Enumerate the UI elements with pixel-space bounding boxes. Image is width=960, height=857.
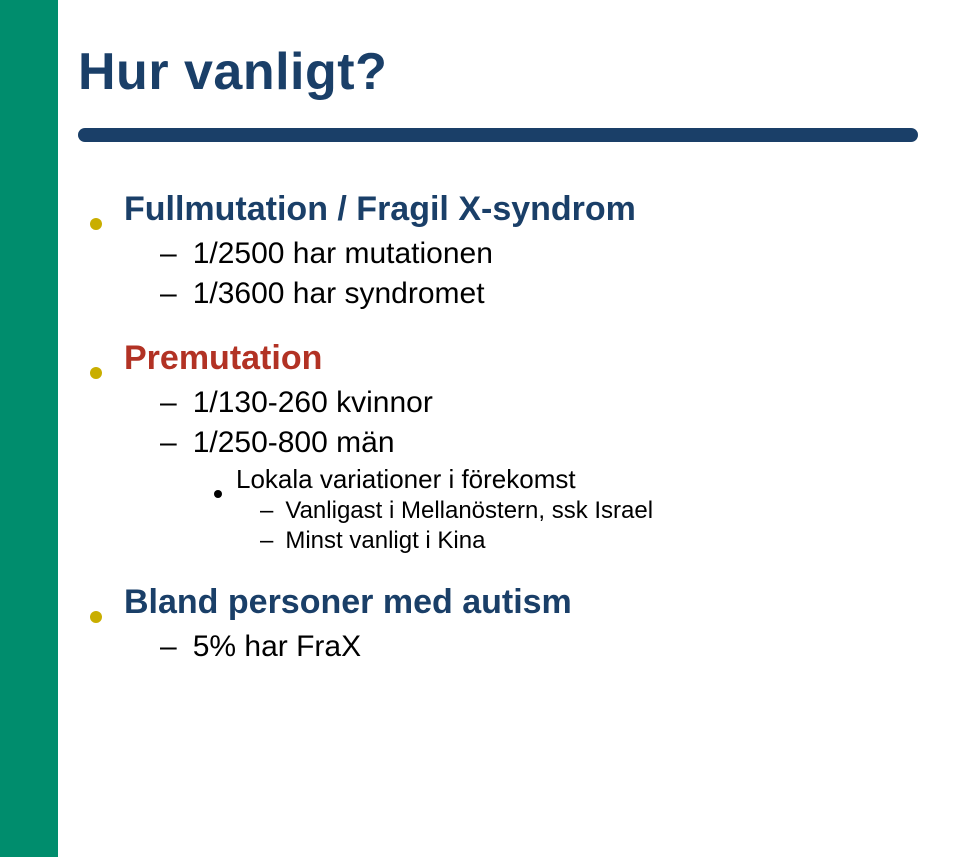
sub3-label: Minst vanligt i Kina bbox=[285, 527, 485, 555]
sub3-item: –Minst vanligt i Kina bbox=[260, 527, 910, 555]
dash-icon: – bbox=[160, 426, 177, 460]
dot-icon bbox=[214, 490, 222, 498]
dash-icon: – bbox=[160, 630, 177, 664]
sub-row: –1/3600 har syndromet bbox=[160, 277, 910, 311]
sub3-label: Vanligast i Mellanöstern, ssk Israel bbox=[285, 497, 653, 525]
sub-label: 1/2500 har mutationen bbox=[193, 237, 493, 271]
sub2-item: Lokala variationer i förekomst–Vanligast… bbox=[214, 464, 910, 555]
sub3-list: –Vanligast i Mellanöstern, ssk Israel–Mi… bbox=[214, 497, 910, 555]
sub-item: –5% har FraX bbox=[160, 630, 910, 664]
bullet-label: Fullmutation / Fragil X-syndrom bbox=[124, 190, 636, 229]
sub2-list: Lokala variationer i förekomst–Vanligast… bbox=[160, 464, 910, 555]
sub2-label: Lokala variationer i förekomst bbox=[236, 464, 576, 495]
bullet-dot-icon bbox=[90, 611, 102, 623]
dash-icon: – bbox=[160, 277, 177, 311]
dash-icon: – bbox=[260, 497, 273, 525]
bullet-list: Fullmutation / Fragil X-syndrom–1/2500 h… bbox=[90, 190, 910, 664]
title-underline bbox=[78, 116, 918, 156]
sub-list: –1/2500 har mutationen–1/3600 har syndro… bbox=[90, 237, 910, 311]
bullet-label: Premutation bbox=[124, 339, 322, 378]
slide: Hur vanligt? Fullmutation / Fragil X-syn… bbox=[0, 0, 960, 857]
slide-content: Fullmutation / Fragil X-syndrom–1/2500 h… bbox=[90, 190, 910, 692]
sub2-row: Lokala variationer i förekomst bbox=[214, 464, 910, 495]
dash-icon: – bbox=[260, 527, 273, 555]
sub3-item: –Vanligast i Mellanöstern, ssk Israel bbox=[260, 497, 910, 525]
sub-row: –1/250-800 män bbox=[160, 426, 910, 460]
bullet-label: Bland personer med autism bbox=[124, 583, 572, 622]
sub-item: –1/3600 har syndromet bbox=[160, 277, 910, 311]
slide-title: Hur vanligt? bbox=[78, 42, 387, 102]
sub-item: –1/2500 har mutationen bbox=[160, 237, 910, 271]
side-accent-bar bbox=[0, 0, 58, 857]
sub-item: –1/250-800 mänLokala variationer i förek… bbox=[160, 426, 910, 555]
bullet-dot-icon bbox=[90, 367, 102, 379]
sub-row: –1/130-260 kvinnor bbox=[160, 386, 910, 420]
sub-list: –5% har FraX bbox=[90, 630, 910, 664]
sub-label: 5% har FraX bbox=[193, 630, 361, 664]
dash-icon: – bbox=[160, 386, 177, 420]
sub-row: –1/2500 har mutationen bbox=[160, 237, 910, 271]
bullet-dot-icon bbox=[90, 218, 102, 230]
bullet-item: Bland personer med autism –5% har FraX bbox=[90, 583, 910, 664]
bullet-row: Premutation bbox=[90, 339, 910, 378]
sub3-row: –Minst vanligt i Kina bbox=[260, 527, 910, 555]
sub-row: –5% har FraX bbox=[160, 630, 910, 664]
sub-label: 1/130-260 kvinnor bbox=[193, 386, 433, 420]
bullet-item: Premutation–1/130-260 kvinnor–1/250-800 … bbox=[90, 339, 910, 555]
dash-icon: – bbox=[160, 237, 177, 271]
bullet-row: Bland personer med autism bbox=[90, 583, 910, 622]
sub-list: –1/130-260 kvinnor–1/250-800 mänLokala v… bbox=[90, 386, 910, 555]
sub-label: 1/250-800 män bbox=[193, 426, 395, 460]
sub3-row: –Vanligast i Mellanöstern, ssk Israel bbox=[260, 497, 910, 525]
sub-label: 1/3600 har syndromet bbox=[193, 277, 485, 311]
bullet-item: Fullmutation / Fragil X-syndrom –1/2500 h… bbox=[90, 190, 910, 311]
bullet-row: Fullmutation / Fragil X-syndrom bbox=[90, 190, 910, 229]
sub-item: –1/130-260 kvinnor bbox=[160, 386, 910, 420]
